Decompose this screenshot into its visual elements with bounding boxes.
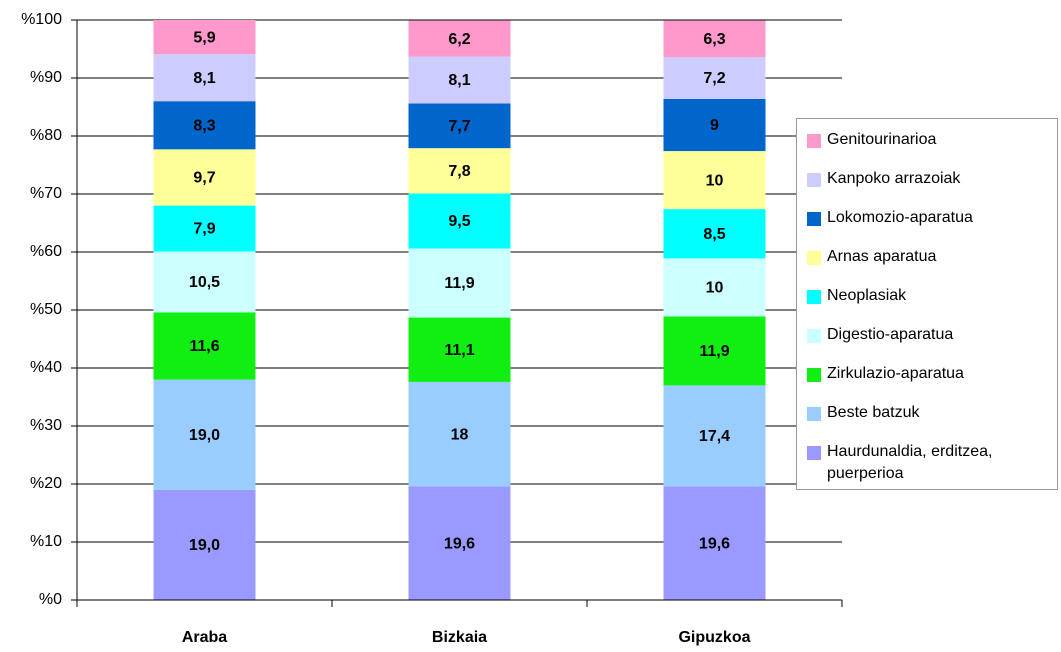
legend-swatch: [807, 329, 821, 343]
bar-segment: [663, 258, 766, 317]
legend-item: Arnas aparatua: [807, 248, 1051, 287]
bar-segment: [663, 98, 766, 152]
legend-item: Neoplasiak: [807, 287, 1051, 326]
value-label: 10: [706, 280, 724, 297]
legend-swatch: [807, 407, 821, 421]
bar-segment: [153, 379, 256, 490]
legend-label: Kanpoko arrazoiak: [827, 170, 961, 187]
y-tick-label: %40: [30, 359, 62, 376]
legend-item: Kanpoko arrazoiak: [807, 170, 1051, 209]
legend-label: Lokomozio-aparatua: [827, 209, 973, 226]
y-tick-label: %100: [21, 11, 62, 28]
bar-segment: [663, 151, 766, 210]
value-label: 7,2: [703, 70, 725, 87]
bar-segment: [408, 486, 511, 600]
y-tick-label: %50: [30, 301, 62, 318]
value-label: 5,9: [193, 29, 215, 46]
legend-swatch: [807, 212, 821, 226]
value-label: 9,7: [193, 170, 215, 187]
y-tick-label: %0: [39, 591, 62, 608]
value-label: 10: [706, 172, 724, 189]
value-label: 8,1: [448, 72, 470, 89]
y-tick-label: %80: [30, 127, 62, 144]
y-tick-label: %30: [30, 417, 62, 434]
bar-segment: [153, 20, 256, 55]
legend-item: Beste batzuk: [807, 404, 1051, 443]
value-label: 19,6: [444, 535, 475, 552]
y-tick-label: %70: [30, 185, 62, 202]
value-label: 11,6: [189, 338, 219, 355]
value-label: 9: [710, 117, 719, 134]
value-label: 19,0: [189, 537, 220, 554]
y-tick-label: %60: [30, 243, 62, 260]
bar-segment: [153, 489, 256, 600]
x-tick-label: Bizkaia: [432, 629, 487, 646]
bar-segment: [408, 56, 511, 104]
bar-segment: [153, 251, 256, 313]
bar-segment: [663, 385, 766, 487]
value-label: 8,3: [193, 117, 215, 134]
value-label: 11,1: [444, 342, 474, 359]
legend-item: Haurdunaldia, erditzea, puerperioa: [807, 443, 1051, 482]
value-label: 18: [451, 426, 469, 443]
bar-segment: [408, 193, 511, 249]
bar-segment: [153, 101, 256, 150]
bar-segment: [663, 57, 766, 99]
legend-swatch: [807, 446, 821, 460]
legend-label: Arnas aparatua: [827, 248, 937, 265]
bar-segment: [153, 149, 256, 206]
legend-item: Genitourinarioa: [807, 131, 1051, 170]
value-label: 7,7: [448, 118, 470, 135]
bar-segment: [663, 316, 766, 386]
legend-swatch: [807, 368, 821, 382]
value-label: 6,2: [448, 31, 470, 48]
legend-item: Digestio-aparatua: [807, 326, 1051, 365]
legend: Genitourinarioa Kanpoko arrazoiak Lokomozi…: [796, 118, 1058, 490]
y-tick-label: %20: [30, 475, 62, 492]
value-label: 8,5: [703, 226, 725, 243]
bar-segment: [663, 486, 766, 600]
legend-swatch: [807, 290, 821, 304]
bar-segment: [153, 54, 256, 102]
legend-label: Beste batzuk: [827, 404, 920, 421]
value-label: 7,9: [193, 221, 215, 238]
bar-segment: [153, 205, 256, 252]
x-tick-label: Araba: [182, 629, 227, 646]
value-label: 19,0: [189, 427, 220, 444]
value-label: 11,9: [699, 343, 729, 360]
y-tick-label: %10: [30, 533, 62, 550]
x-tick-label: Gipuzkoa: [678, 629, 750, 646]
value-label: 19,6: [699, 535, 730, 552]
bar-segment: [408, 103, 511, 149]
bar-segment: [663, 209, 766, 259]
bar-segment: [408, 20, 511, 57]
legend-swatch: [807, 173, 821, 187]
bar-segment: [408, 148, 511, 194]
legend-label: Genitourinarioa: [827, 131, 937, 148]
bar-segment: [408, 317, 511, 382]
bar-segment: [408, 381, 511, 487]
bar-segment: [408, 248, 511, 318]
legend-label: Zirkulazio-aparatua: [827, 365, 964, 382]
legend-label: Haurdunaldia, erditzea, puerperioa: [827, 443, 993, 482]
value-label: 11,9: [444, 275, 474, 292]
bar-segment: [153, 312, 256, 380]
legend-item: Lokomozio-aparatua: [807, 209, 1051, 248]
value-label: 8,1: [193, 70, 215, 87]
value-label: 6,3: [703, 31, 725, 48]
legend-label: Digestio-aparatua: [827, 326, 954, 343]
legend-swatch: [807, 251, 821, 265]
value-label: 17,4: [699, 428, 730, 445]
legend-item: Zirkulazio-aparatua: [807, 365, 1051, 404]
bar-segment: [663, 20, 766, 58]
legend-label: Neoplasiak: [827, 287, 907, 304]
legend-swatch: [807, 134, 821, 148]
value-label: 10,5: [189, 274, 220, 291]
y-tick-label: %90: [30, 69, 62, 86]
value-label: 7,8: [448, 163, 470, 180]
value-label: 9,5: [448, 213, 470, 230]
